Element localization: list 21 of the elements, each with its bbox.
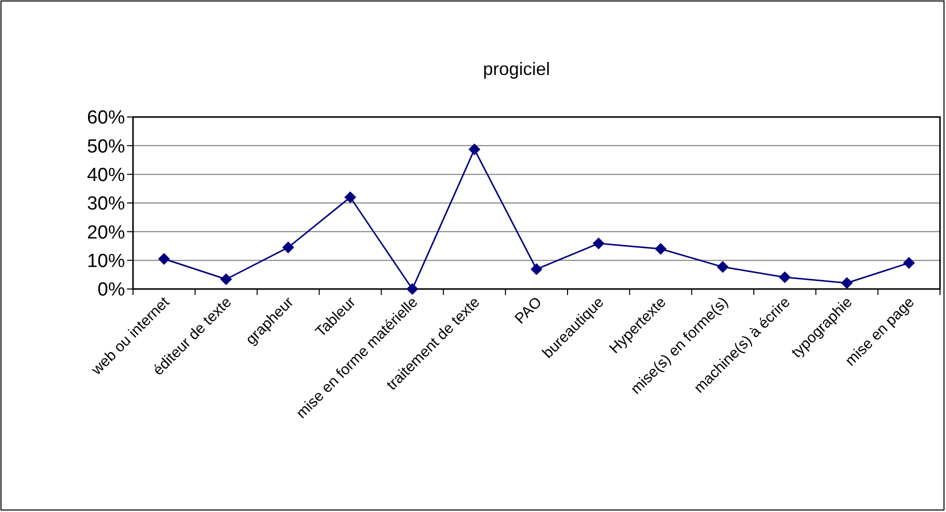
- y-tick-label: 60%: [86, 108, 126, 129]
- point: [468, 143, 480, 156]
- point: [592, 238, 604, 250]
- y-tick-label: 40%: [86, 164, 126, 186]
- point: [530, 263, 542, 276]
- point: [716, 261, 729, 273]
- point: [778, 271, 791, 284]
- point: [903, 257, 915, 269]
- chart-title: progiciel: [482, 59, 550, 79]
- y-tick-label: 0%: [98, 280, 126, 301]
- y-tick-label: 50%: [86, 136, 126, 158]
- point: [406, 283, 418, 295]
- y-tick-label: 30%: [86, 194, 126, 215]
- point: [344, 191, 356, 204]
- point: [158, 252, 170, 265]
- point: [654, 242, 667, 255]
- point: [282, 242, 294, 254]
- y-tick-label: 10%: [86, 250, 126, 272]
- point: [220, 273, 232, 286]
- y-tick-label: 20%: [86, 222, 126, 244]
- point: [840, 277, 853, 289]
